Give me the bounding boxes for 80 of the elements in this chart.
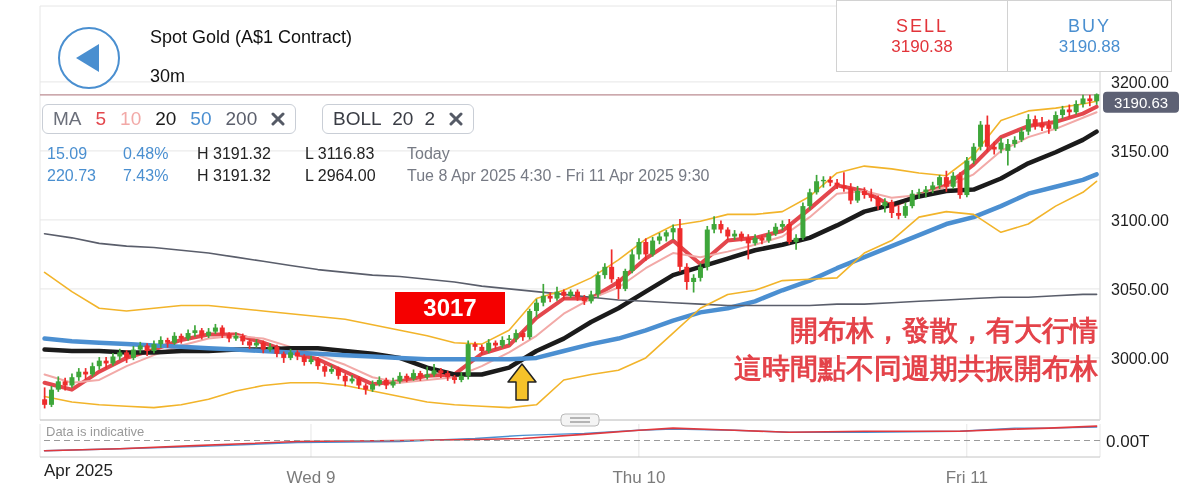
candlestick: [882, 198, 888, 213]
y-tick-label: 3150.00: [1111, 142, 1169, 160]
text: Apr 2025: [44, 461, 113, 480]
candlestick: [363, 383, 369, 395]
text: 5: [95, 108, 107, 130]
legend-title: MA: [53, 108, 82, 130]
annotation: 3190.88: [1058, 36, 1121, 57]
annotation: Today: [407, 144, 450, 164]
annotation: 開布林，發散，有大行情: [790, 314, 1098, 347]
candlestick: [431, 363, 437, 377]
text: 20: [155, 108, 177, 130]
candlestick: [1012, 136, 1018, 148]
x-tick-label: Thu 10: [612, 468, 666, 487]
candlestick: [178, 333, 184, 344]
candlestick: [807, 188, 813, 210]
annotation: 7.43%: [123, 166, 170, 186]
annotation: 220.73: [47, 166, 97, 186]
x-tick-label: Fri 11: [945, 468, 988, 487]
candlestick: [438, 368, 444, 379]
y-tick-label: 3200.00: [1111, 73, 1169, 91]
candlestick: [629, 249, 635, 274]
candlestick: [978, 121, 984, 151]
sell-button: SELL 3190.38: [836, 0, 1008, 72]
candlestick: [547, 292, 553, 303]
candlestick: [158, 336, 164, 348]
candlestick: [971, 143, 977, 165]
text: 10: [120, 108, 142, 130]
candlestick: [636, 238, 642, 260]
x-tick-label: Wed 9: [286, 468, 336, 487]
annotation: H 3191.32: [197, 166, 272, 186]
text: 50: [190, 108, 212, 130]
candlestick: [595, 271, 601, 299]
candlestick: [984, 115, 990, 152]
annotation: SELL: [895, 15, 949, 37]
ref-line-label: 3190.63: [1113, 93, 1169, 111]
candlestick: [643, 238, 649, 261]
y-tick-label: 3050.00: [1111, 280, 1169, 298]
annotation: 15.09: [47, 144, 89, 164]
candlestick: [267, 343, 273, 352]
text: 30m: [150, 66, 186, 86]
candlestick: [615, 277, 621, 300]
candlestick: [1025, 114, 1031, 136]
annotation: BOLL 20 2: [333, 108, 436, 130]
annotation: Data is indicative: [46, 424, 145, 439]
legend-label: 200: [225, 108, 258, 130]
buy-button: BUY 3190.88: [1007, 0, 1172, 72]
candlestick: [42, 387, 48, 409]
candlestick: [916, 188, 922, 199]
text: Spot Gold (A$1 Contract): [150, 27, 353, 47]
annotation: 3190.38: [891, 36, 953, 57]
candlestick: [957, 172, 963, 199]
candlestick: [233, 332, 239, 341]
candlestick: [48, 386, 54, 408]
candlestick: [670, 224, 676, 241]
candlestick: [1087, 94, 1093, 107]
annotation: 0.48%: [123, 144, 170, 164]
candlestick: [793, 234, 799, 250]
candlestick: [540, 283, 546, 307]
candlestick: [424, 366, 430, 380]
candlestick: [827, 176, 833, 187]
ref-line-label: 0.00T: [1106, 431, 1150, 451]
candlestick: [868, 188, 874, 202]
annotation: H 3191.32: [197, 144, 272, 164]
y-tick-label: 3000.00: [1111, 349, 1169, 367]
candlestick: [192, 325, 198, 337]
y-tick-label: 3100.00: [1111, 211, 1169, 229]
annotation: 3017: [423, 294, 477, 322]
candlestick: [684, 263, 690, 290]
annotation: L 2964.00: [305, 166, 377, 186]
annotation: 這時間點不同週期共振開布林: [734, 352, 1098, 385]
candlestick: [991, 141, 997, 155]
candlestick: [609, 249, 615, 283]
candlestick: [841, 172, 847, 192]
candlestick: [786, 219, 792, 245]
annotation: Tue 8 Apr 2025 4:30 - Fri 11 Apr 2025 9:30: [407, 166, 710, 186]
annotation: L 3116.83: [305, 144, 376, 164]
candlestick: [943, 170, 949, 192]
candlestick: [622, 268, 628, 292]
candlestick: [848, 183, 854, 205]
annotation: BUY: [1067, 15, 1111, 37]
